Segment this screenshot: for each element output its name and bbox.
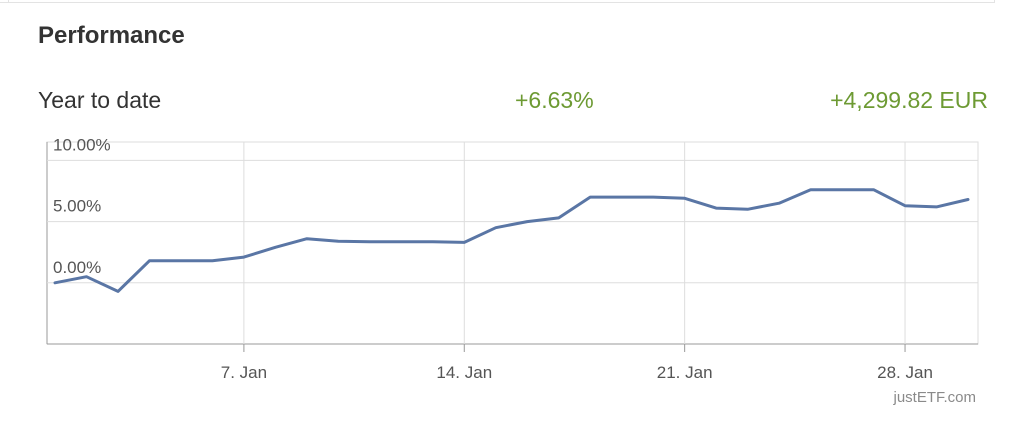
x-tick-label: 28. Jan <box>877 363 933 382</box>
x-tick-label: 21. Jan <box>657 363 713 382</box>
y-tick-label: 5.00% <box>53 197 101 216</box>
y-tick-label: 10.00% <box>53 135 111 154</box>
performance-series-line[interactable] <box>53 188 970 293</box>
section-title: Performance <box>38 22 185 49</box>
y-tick-label: 0.00% <box>53 258 101 277</box>
tab-bar-edge <box>0 0 995 3</box>
performance-chart[interactable]: 10.00% 5.00% 0.00% 7. Jan 14. Jan 21. Jan 28. … <box>0 130 1024 420</box>
year-to-date-amount: +4,299.82 EUR <box>830 87 988 113</box>
year-to-date-row: Year to date +6.63% +4,299.82 EUR <box>38 84 988 116</box>
plot-frame <box>46 141 979 345</box>
year-to-date-percent: +6.63% <box>515 87 594 113</box>
x-tick-label: 14. Jan <box>436 363 492 382</box>
source-credit: justETF.com <box>893 389 976 406</box>
year-to-date-label: Year to date <box>38 87 162 113</box>
performance-chart-container: 10.00% 5.00% 0.00% 7. Jan 14. Jan 21. Jan 28. … <box>0 130 1024 420</box>
x-tick-label: 7. Jan <box>221 363 267 382</box>
